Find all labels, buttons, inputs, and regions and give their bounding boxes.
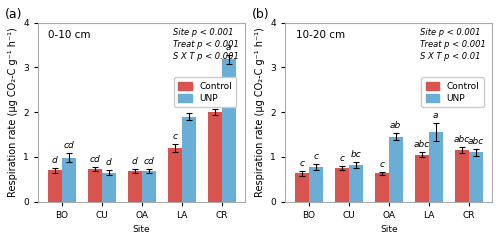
Y-axis label: Respiration rate (μg CO₂-C g⁻¹ h⁻¹): Respiration rate (μg CO₂-C g⁻¹ h⁻¹) xyxy=(255,27,265,197)
Text: Site p < 0.001
Treat p < 0.001
S X T p < 0.01: Site p < 0.001 Treat p < 0.001 S X T p <… xyxy=(420,28,486,61)
Text: (a): (a) xyxy=(5,8,22,21)
Bar xyxy=(102,173,116,202)
Text: b: b xyxy=(186,101,192,110)
Text: (b): (b) xyxy=(252,8,270,21)
Text: d: d xyxy=(132,157,138,166)
Text: a: a xyxy=(433,111,438,120)
Y-axis label: Respiration rate (μg CO₂-C g⁻¹ h⁻¹): Respiration rate (μg CO₂-C g⁻¹ h⁻¹) xyxy=(8,27,18,197)
Text: cd: cd xyxy=(89,155,100,164)
Text: abc: abc xyxy=(414,140,430,149)
Text: 0-10 cm: 0-10 cm xyxy=(48,30,91,40)
Text: c: c xyxy=(313,152,318,161)
Text: a: a xyxy=(226,43,232,52)
Bar xyxy=(374,174,388,202)
Bar xyxy=(294,174,308,202)
Text: c: c xyxy=(339,154,344,163)
Text: bc: bc xyxy=(350,150,361,159)
Text: c: c xyxy=(379,159,384,168)
Text: c: c xyxy=(299,159,304,168)
Bar xyxy=(348,165,362,202)
Bar xyxy=(182,117,196,202)
Text: d: d xyxy=(106,158,112,167)
Bar xyxy=(469,152,483,202)
Bar xyxy=(308,167,322,202)
Text: abc: abc xyxy=(468,137,484,146)
Bar xyxy=(455,150,469,202)
Bar xyxy=(88,169,102,202)
Bar xyxy=(208,112,222,202)
Text: 10-20 cm: 10-20 cm xyxy=(296,30,344,40)
Text: abc: abc xyxy=(454,135,470,144)
Bar xyxy=(142,171,156,202)
Bar xyxy=(62,158,76,202)
Legend: Control, UNP: Control, UNP xyxy=(421,77,484,107)
Text: c: c xyxy=(172,132,177,141)
Text: d: d xyxy=(52,156,58,165)
X-axis label: Site: Site xyxy=(380,225,398,234)
Bar xyxy=(128,171,141,202)
Text: cd: cd xyxy=(63,141,74,150)
Legend: Control, UNP: Control, UNP xyxy=(174,77,236,107)
Text: b: b xyxy=(212,97,218,106)
Text: ab: ab xyxy=(390,121,402,130)
Bar xyxy=(414,155,429,202)
Bar xyxy=(429,132,443,202)
Bar xyxy=(48,170,62,202)
Bar xyxy=(168,148,181,202)
Bar xyxy=(222,59,235,202)
Bar xyxy=(334,168,348,202)
Text: cd: cd xyxy=(144,157,154,166)
X-axis label: Site: Site xyxy=(133,225,150,234)
Bar xyxy=(388,137,402,202)
Text: Site p < 0.001
Treat p < 0.001
S X T p < 0.001: Site p < 0.001 Treat p < 0.001 S X T p <… xyxy=(173,28,239,61)
